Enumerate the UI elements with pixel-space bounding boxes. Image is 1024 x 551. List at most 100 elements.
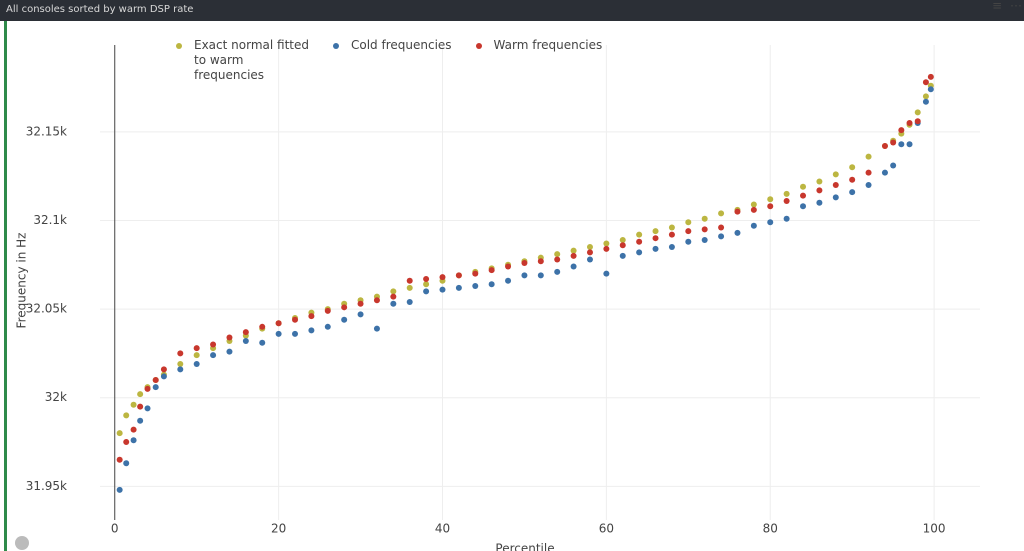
- point: [865, 182, 872, 189]
- point: [636, 249, 643, 256]
- point: [881, 143, 888, 150]
- point: [750, 222, 757, 229]
- point: [259, 339, 266, 346]
- point: [242, 329, 249, 336]
- point: [455, 284, 462, 291]
- point: [603, 240, 610, 247]
- point: [767, 196, 774, 203]
- point: [505, 263, 512, 270]
- point: [734, 229, 741, 236]
- point: [275, 320, 282, 327]
- y-axis-label: Frequency in Hz: [15, 233, 29, 329]
- x-tick-label: 100: [923, 522, 946, 536]
- point: [160, 373, 167, 380]
- point: [123, 412, 130, 419]
- point: [160, 366, 167, 373]
- point: [898, 141, 905, 148]
- legend-item[interactable]: Exact normal fitted to warm frequencies: [170, 38, 309, 83]
- menu-icon[interactable]: ⋯: [1010, 0, 1022, 13]
- legend-label: Warm frequencies: [493, 38, 603, 52]
- point: [927, 73, 934, 80]
- point: [832, 171, 839, 178]
- point: [357, 300, 364, 307]
- point: [816, 178, 823, 185]
- point: [373, 297, 380, 304]
- point: [177, 350, 184, 357]
- point: [455, 272, 462, 279]
- point: [685, 238, 692, 245]
- legend-label: Exact normal fitted to warm frequencies: [194, 38, 309, 82]
- point: [521, 272, 528, 279]
- point: [906, 141, 913, 148]
- point: [308, 313, 315, 320]
- point: [636, 231, 643, 238]
- point: [927, 86, 934, 93]
- point: [718, 233, 725, 240]
- point: [783, 197, 790, 204]
- x-tick-label: 0: [111, 522, 119, 536]
- legend: Exact normal fitted to warm frequencies C…: [170, 38, 620, 83]
- point: [800, 183, 807, 190]
- point: [324, 323, 331, 330]
- point: [116, 486, 123, 493]
- point: [137, 403, 144, 410]
- point: [130, 437, 137, 444]
- settings-icon[interactable]: [15, 536, 29, 550]
- point: [865, 153, 872, 160]
- x-tick-label: 60: [599, 522, 614, 536]
- y-tick-label: 32.1k: [33, 213, 67, 227]
- point: [357, 311, 364, 318]
- point: [750, 201, 757, 208]
- point: [652, 235, 659, 242]
- point: [652, 245, 659, 252]
- point: [373, 325, 380, 332]
- legend-marker: [176, 43, 182, 49]
- point: [668, 224, 675, 231]
- point: [586, 249, 593, 256]
- x-tick-label: 20: [271, 522, 286, 536]
- legend-item[interactable]: Cold frequencies: [327, 38, 452, 83]
- point: [210, 352, 217, 359]
- point: [390, 300, 397, 307]
- point: [324, 307, 331, 314]
- point: [226, 348, 233, 355]
- point: [341, 316, 348, 323]
- y-tick-label: 32.15k: [26, 124, 67, 138]
- y-tick-label: 31.95k: [26, 479, 67, 493]
- x-axis-label: Percentile: [495, 542, 554, 551]
- point: [701, 236, 708, 243]
- point: [152, 376, 159, 383]
- point: [890, 162, 897, 169]
- point: [193, 345, 200, 352]
- point: [685, 228, 692, 235]
- point: [922, 98, 929, 105]
- filter-icon[interactable]: ≡: [992, 0, 1002, 13]
- x-tick-label: 40: [435, 522, 450, 536]
- point: [226, 334, 233, 341]
- point: [906, 119, 913, 126]
- point: [718, 210, 725, 217]
- point: [570, 263, 577, 270]
- title-bar: All consoles sorted by warm DSP rate: [0, 0, 1024, 21]
- point: [586, 256, 593, 263]
- point: [275, 330, 282, 337]
- point: [292, 330, 299, 337]
- point: [898, 127, 905, 134]
- point: [619, 252, 626, 259]
- point: [488, 281, 495, 288]
- point: [116, 430, 123, 437]
- point: [423, 275, 430, 282]
- point: [800, 203, 807, 210]
- point: [619, 242, 626, 249]
- point: [767, 219, 774, 226]
- legend-item[interactable]: Warm frequencies: [470, 38, 603, 83]
- point: [341, 304, 348, 311]
- point: [922, 93, 929, 100]
- point: [783, 190, 790, 197]
- point: [914, 118, 921, 125]
- point: [750, 206, 757, 213]
- point: [292, 316, 299, 323]
- point: [521, 260, 528, 267]
